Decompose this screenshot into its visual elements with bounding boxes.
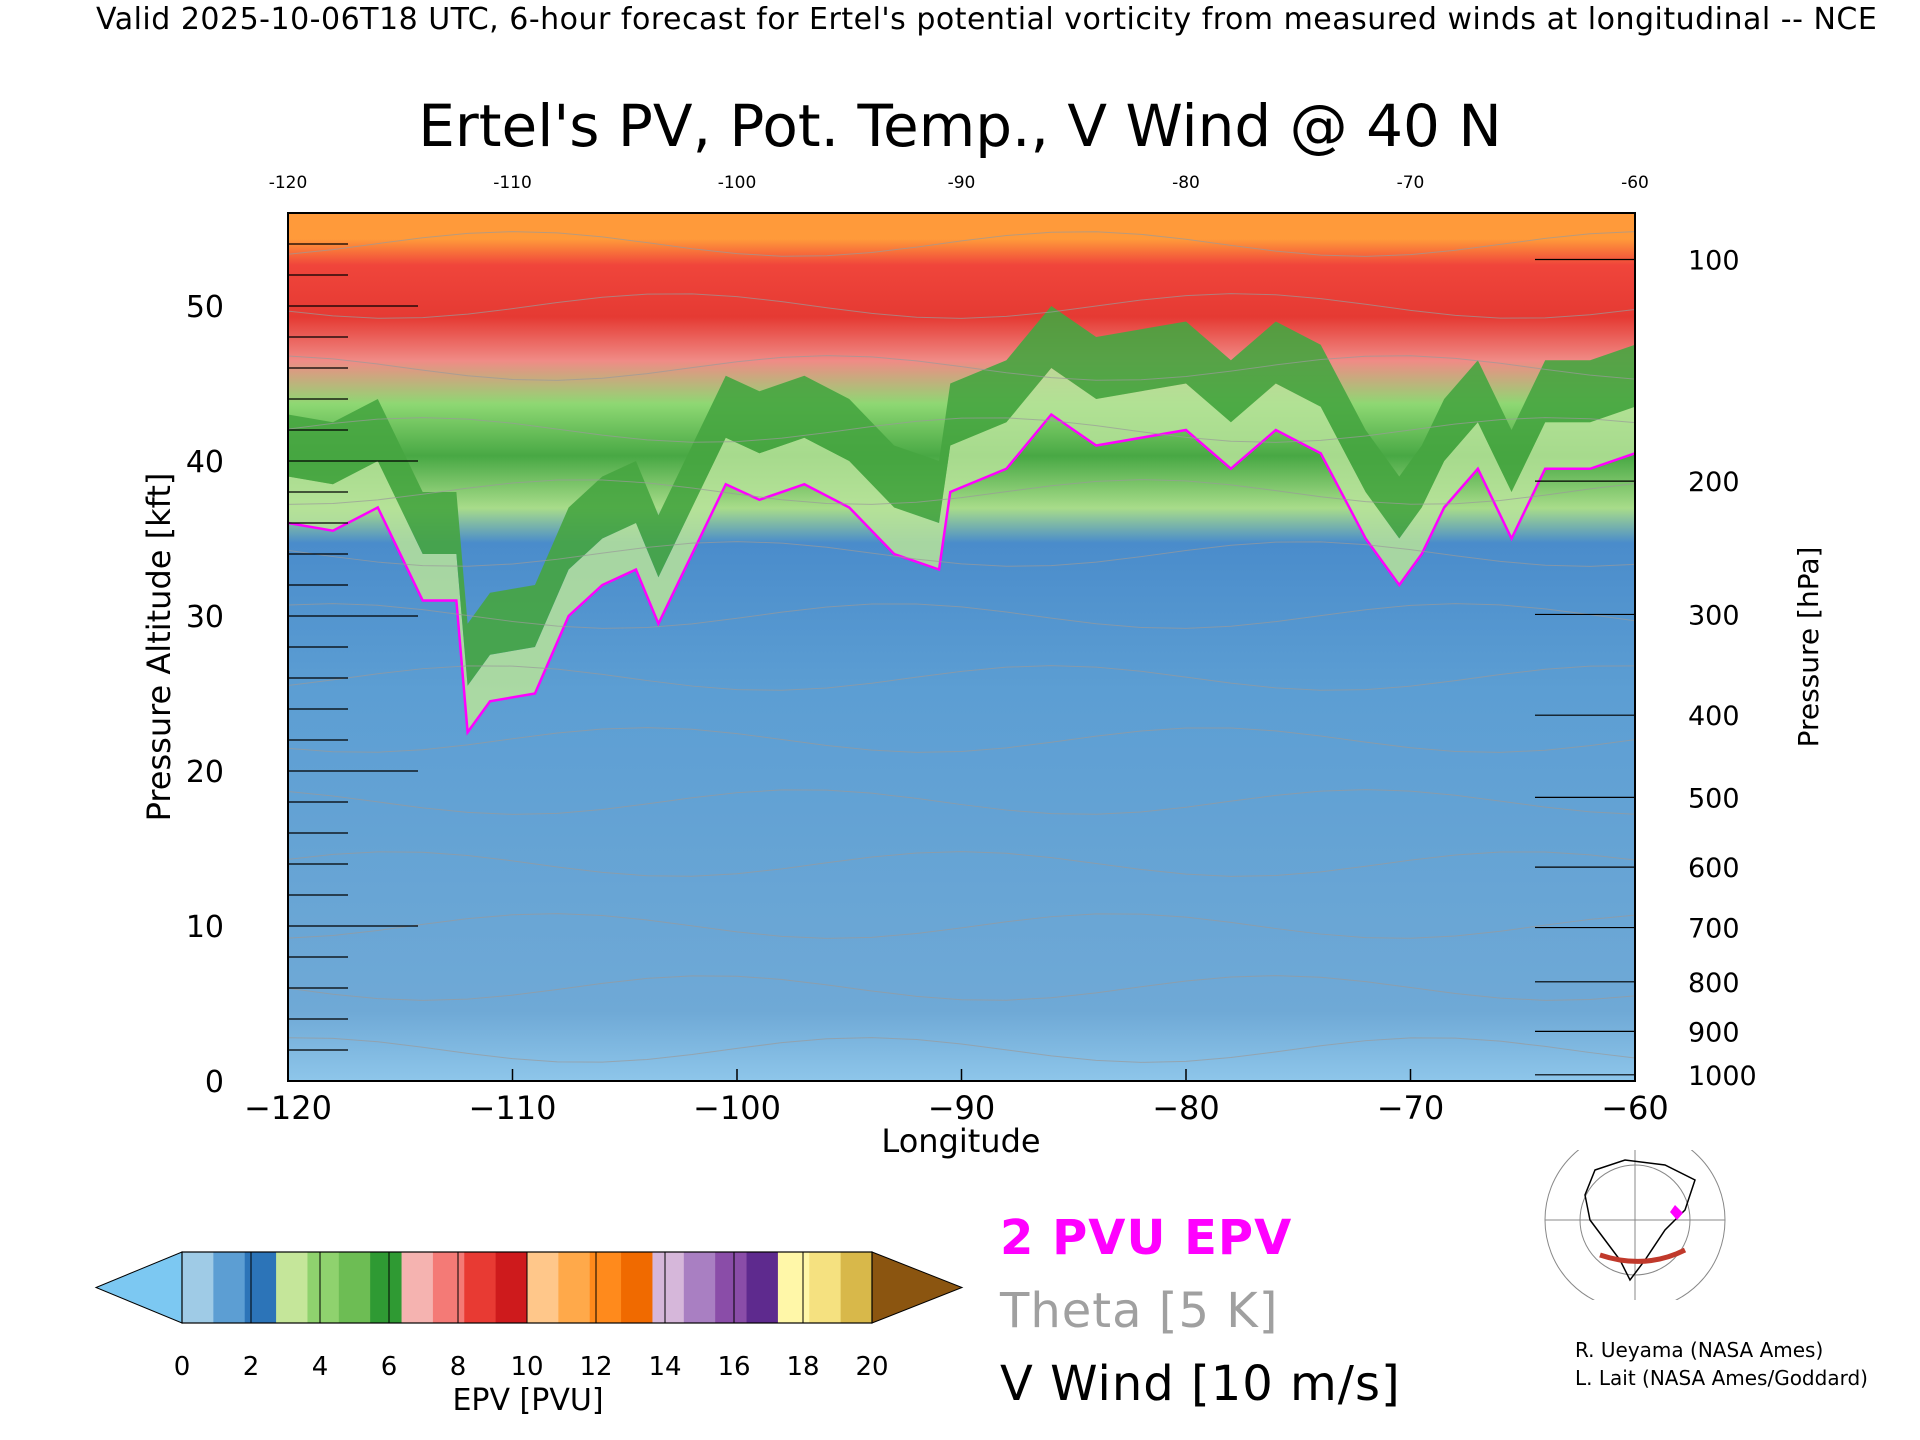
theta-isoline [288,913,1635,939]
x-tick-label-top: -120 [269,173,308,193]
colorbar-swatch [182,1252,214,1323]
pressure-tick-label: 600 [1688,853,1740,884]
legend-wind: V Wind [10 m/s] [1000,1356,1401,1412]
x-tick-label: −80 [1152,1089,1220,1127]
theta-isoline [288,541,1635,567]
colorbar-swatch [809,1252,842,1323]
pressure-tick-label: 500 [1688,783,1740,814]
colorbar-swatch [432,1252,465,1323]
credit-line-1: R. Ueyama (NASA Ames) [1575,1338,1824,1362]
pressure-tick-label: 200 [1688,467,1740,498]
pressure-tick-label: 900 [1688,1017,1740,1048]
legend-theta: Theta [5 K] [1000,1283,1279,1339]
theta-isoline [288,1037,1635,1063]
pressure-tick-label: 300 [1688,600,1740,631]
colorbar-swatch [370,1252,403,1323]
pressure-tick-label: 1000 [1688,1061,1757,1092]
theta-isoline [288,727,1635,753]
legend-pv: 2 PVU EPV [1000,1210,1293,1266]
x-tick-label: −120 [244,1089,332,1127]
x-tick-label: −100 [693,1089,781,1127]
x-tick-label-top: -80 [1172,173,1200,193]
colorbar-swatch [683,1252,716,1323]
colorbar-tick-label: 14 [648,1352,681,1382]
theta-isoline [288,231,1635,257]
colorbar-swatch [589,1252,622,1323]
colorbar-tick-label: 0 [174,1352,191,1382]
theta-isoline [288,789,1635,815]
colorbar-swatch [244,1252,277,1323]
theta-isoline [288,665,1635,691]
colorbar-swatch [276,1252,308,1323]
theta-isoline [288,975,1635,1001]
x-tick-label: −70 [1377,1089,1445,1127]
theta-isoline [288,851,1635,877]
colorbar-swatch [715,1252,748,1323]
colorbar-tick-label: 2 [243,1352,260,1382]
x-tick-label-top: -90 [948,173,976,193]
y-tick-label: 30 [186,600,224,635]
x-tick-label-top: -110 [493,173,532,193]
pressure-tick-label: 700 [1688,914,1740,945]
location-map-inset [1544,1150,1726,1300]
x-axis-label: Longitude [881,1122,1040,1160]
colorbar-tick-label: 20 [855,1352,888,1382]
colorbar-tick-label: 6 [381,1352,398,1382]
x-tick-label: −90 [928,1089,996,1127]
colorbar-swatch [746,1252,779,1323]
colorbar-tick-label: 18 [786,1352,819,1382]
colorbar-tick-label: 16 [717,1352,750,1382]
epv-band-midstrat [288,306,1635,686]
valid-time-header: Valid 2025-10-06T18 UTC, 6-hour forecast… [96,2,1878,37]
colorbar-over-arrow [871,1251,964,1324]
credit-line-2: L. Lait (NASA Ames/Goddard) [1575,1366,1868,1390]
theta-isoline [288,355,1635,381]
colorbar-swatch [840,1252,873,1323]
y-tick-label: 20 [186,755,224,790]
y-axis-label-left: Pressure Altitude [kft] [140,473,178,822]
y-tick-label: 10 [186,910,224,945]
colorbar-swatch [464,1252,497,1323]
colorbar-tick-label: 4 [312,1352,329,1382]
chart-title: Ertel's PV, Pot. Temp., V Wind @ 40 N [418,92,1502,160]
colorbar-swatch [777,1252,810,1323]
y-tick-label: 50 [186,290,224,325]
pressure-tick-label: 400 [1688,701,1740,732]
colorbar-under-arrow [94,1251,183,1324]
x-tick-label-top: -70 [1397,173,1425,193]
pressure-tick-label: 800 [1688,968,1740,999]
theta-isoline [288,293,1635,319]
colorbar-swatch [527,1252,559,1323]
colorbar-swatch [307,1252,340,1323]
colorbar-swatch [495,1252,528,1323]
focus-marker [1670,1205,1683,1220]
y-axis-label-right: Pressure [hPa] [1792,547,1825,748]
colorbar-tick-label: 10 [510,1352,543,1382]
colorbar-swatch [621,1252,653,1323]
section-line-marker [1599,1247,1687,1264]
pressure-tick-label: 100 [1688,246,1740,277]
colorbar-tick-label: 8 [450,1352,467,1382]
colorbar-swatch [652,1252,685,1323]
x-tick-label: −110 [469,1089,557,1127]
colorbar-label: EPV [PVU] [452,1383,603,1418]
y-tick-label: 40 [186,445,224,480]
x-tick-label: −60 [1601,1089,1669,1127]
theta-isoline [288,603,1635,629]
colorbar-swatch [401,1252,434,1323]
x-tick-label-top: -60 [1621,173,1649,193]
tropopause-2pvu-line [288,412,1635,736]
colorbar-swatch [338,1252,371,1323]
colorbar-tick-label: 12 [579,1352,612,1382]
x-tick-label-top: -100 [718,173,757,193]
colorbar-swatch [213,1252,246,1323]
theta-isoline [288,417,1635,443]
colorbar-swatch [558,1252,591,1323]
y-tick-label: 0 [205,1065,224,1100]
theta-isoline [288,479,1635,505]
